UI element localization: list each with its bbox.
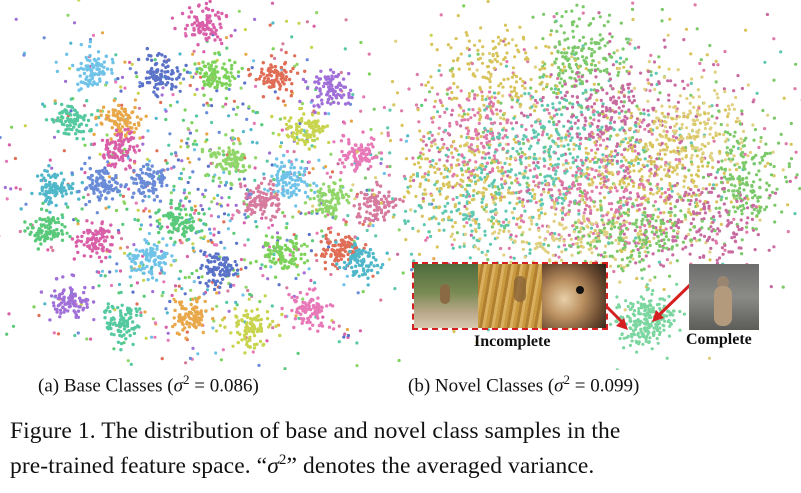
meerkat-photo-3 (542, 264, 606, 328)
caption-line-2-post: ” denotes the averaged variance. (286, 452, 595, 479)
base-cluster (23, 201, 80, 251)
base-cluster (92, 127, 145, 171)
novel-cluster (409, 190, 691, 284)
figure-caption-line-1: Figure 1. The distribution of base and n… (10, 418, 621, 444)
arrow-incomplete-head (616, 318, 628, 330)
base-cluster (338, 130, 390, 175)
base-cluster (314, 220, 368, 271)
base-cluster (220, 307, 284, 355)
base-cluster (298, 68, 354, 116)
base-cluster (70, 219, 121, 274)
caption-sigma-superscript: 2 (278, 452, 287, 468)
base-cluster (92, 98, 148, 141)
meerkat-photo-2 (478, 264, 542, 328)
base-noise (53, 31, 436, 332)
scatter-plots (0, 0, 801, 370)
base-cluster (235, 176, 285, 222)
base-cluster (126, 238, 176, 282)
sigma-symbol: σ (173, 375, 183, 397)
base-noise (10, 4, 471, 363)
figure-caption-line-2: pre-trained feature space. “σ2” denotes … (10, 452, 594, 480)
subcaption-a-suffix: = 0.086) (189, 375, 259, 397)
base-cluster (19, 164, 85, 214)
base-cluster (134, 46, 190, 99)
meerkat-photo-1 (414, 264, 478, 328)
base-cluster (246, 50, 307, 103)
base-cluster (334, 236, 389, 287)
complete-meerkat-photo (689, 264, 759, 330)
novel-cluster (687, 109, 801, 289)
base-cluster (103, 302, 143, 352)
novel-cluster (359, 62, 550, 201)
subcaption-b-prefix: (b) Novel Classes ( (408, 375, 555, 397)
base-cluster (42, 97, 101, 141)
incomplete-photo-strip (412, 262, 608, 330)
base-cluster (200, 133, 258, 187)
novel-cluster (355, 108, 553, 249)
base-cluster (123, 151, 195, 203)
base-cluster (280, 287, 336, 333)
base-cluster (303, 178, 353, 227)
base-cluster (39, 273, 96, 322)
sigma-superscript: 2 (563, 372, 571, 387)
arrow-complete (656, 281, 694, 318)
novel-cluster (529, 3, 661, 110)
novel-cluster (520, 182, 741, 279)
base-cluster (55, 40, 115, 92)
annotation-arrows (598, 281, 694, 330)
subcaption-a-prefix: (a) Base Classes ( (38, 375, 174, 397)
base-cluster (70, 156, 128, 207)
novel-cluster (597, 67, 775, 200)
base-cluster (266, 153, 317, 199)
novel-cluster (346, 135, 589, 280)
caption-line-2-pre: pre-trained feature space. “ (10, 452, 268, 479)
panel-b-novel-classes (307, 0, 801, 370)
base-cluster (171, 295, 215, 340)
subcaption-b-suffix: = 0.099) (570, 375, 640, 397)
base-cluster (270, 106, 330, 151)
caption-sigma: σ (267, 452, 279, 479)
base-cluster (193, 51, 244, 102)
label-complete: Complete (686, 331, 752, 348)
sigma-superscript: 2 (182, 372, 190, 387)
base-cluster (198, 240, 248, 292)
base-cluster (155, 196, 208, 244)
label-incomplete: Incomplete (474, 333, 551, 350)
sigma-symbol: σ (554, 375, 564, 397)
subcaption-b: (b) Novel Classes (σ2 = 0.099) (408, 372, 639, 397)
subcaption-a: (a) Base Classes (σ2 = 0.086) (38, 372, 259, 397)
novel-cluster (390, 0, 588, 141)
arrow-complete-head (652, 310, 664, 322)
base-cluster (248, 226, 307, 279)
base-cluster (173, 0, 233, 47)
base-noise (22, 51, 408, 356)
